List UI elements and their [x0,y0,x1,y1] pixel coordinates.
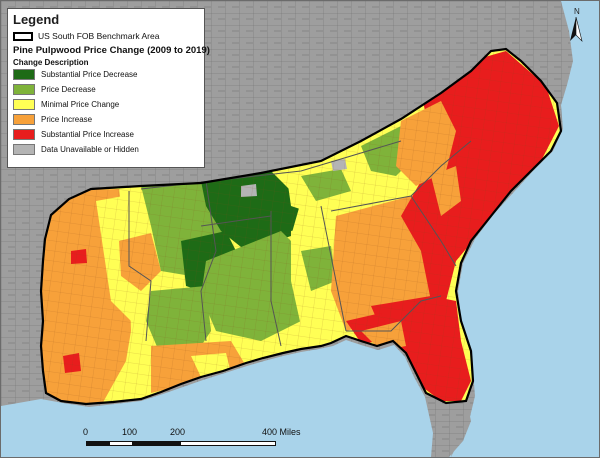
legend-benchmark-row: US South FOB Benchmark Area [13,31,199,41]
legend-class-row: Price Decrease [13,82,199,97]
legend-class-row: Price Increase [13,112,199,127]
scale-bar: 0 100 200 400 Miles [83,419,301,449]
legend-swatch [13,69,35,80]
legend-title: Legend [13,12,60,27]
legend-swatch [13,144,35,155]
atlantic-ocean [451,1,599,457]
north-arrow-icon [570,17,583,42]
north-arrow: N [569,7,589,47]
legend-class-label: Substantial Price Decrease [41,70,138,79]
legend-class-label: Price Decrease [41,85,96,94]
benchmark-label: US South FOB Benchmark Area [38,31,160,41]
legend-class-label: Data Unavailable or Hidden [41,145,139,154]
scale-label: 200 [170,427,186,437]
benchmark-swatch [13,31,33,41]
gulf-of-mexico [1,340,456,457]
legend-class-label: Minimal Price Change [41,100,120,109]
legend-class-row: Data Unavailable or Hidden [13,142,199,157]
north-letter: N [574,7,580,16]
legend-swatch [13,129,35,140]
benchmark-outline [39,47,563,406]
legend-subheading: Change Description [13,58,89,67]
legend-swatch [13,84,35,95]
map-title: Pine Pulpwood Price Change (2009 to 2019… [13,45,210,56]
legend-swatch [13,99,35,110]
legend: Legend US South FOB Benchmark Area Pine … [7,8,210,168]
legend-swatch [13,114,35,125]
scale-label: 400 Miles [262,427,301,437]
scale-bar-graphic [86,441,276,446]
scale-label: 100 [122,427,138,437]
legend-class-label: Price Increase [41,115,93,124]
scale-label: 0 [83,427,89,437]
legend-class-label: Substantial Price Increase [41,130,134,139]
legend-class-row: Substantial Price Decrease [13,67,199,82]
legend-class-row: Minimal Price Change [13,97,199,112]
legend-class-row: Substantial Price Increase [13,127,199,142]
